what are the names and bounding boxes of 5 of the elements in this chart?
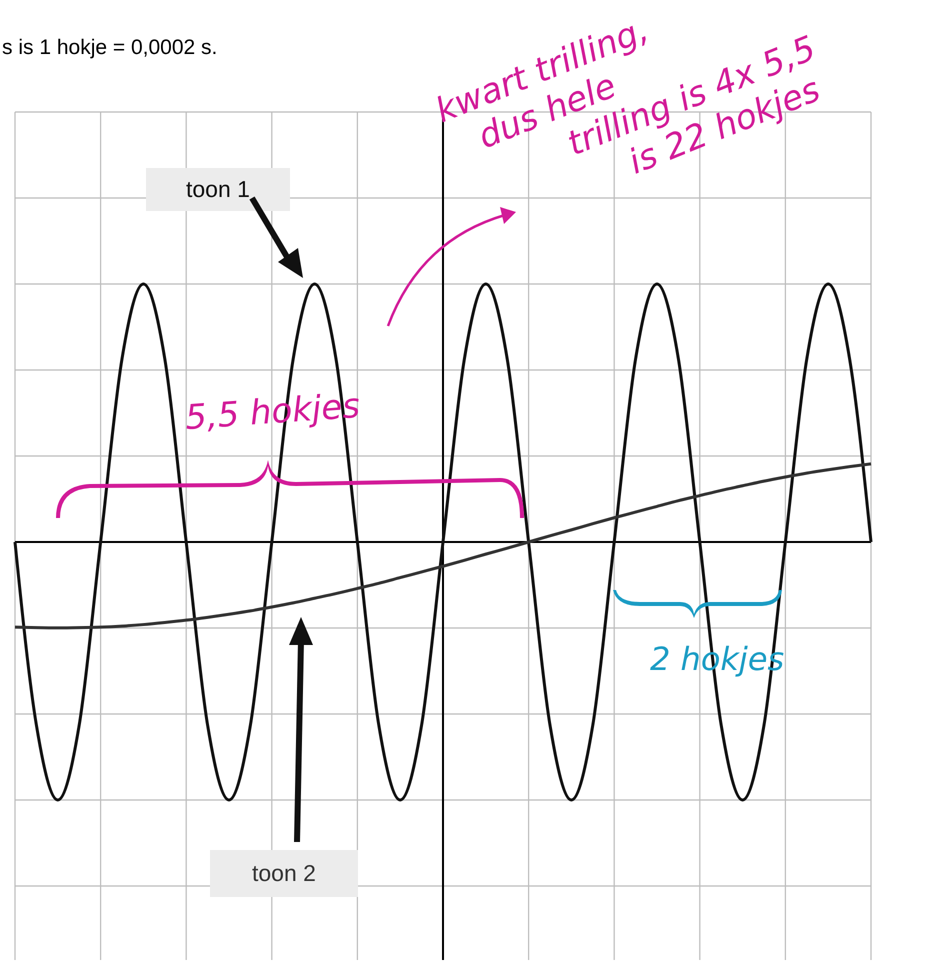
text: toon 1 <box>146 168 290 211</box>
text: toon 2 <box>210 850 358 897</box>
text: s is 1 hokje = 0,0002 s. <box>2 36 218 60</box>
text: kwart trilling, dus hele trilling is 4x 5,5 is 22 hokjes <box>430 8 827 183</box>
annotation: 5,5 hokjes <box>184 386 362 438</box>
